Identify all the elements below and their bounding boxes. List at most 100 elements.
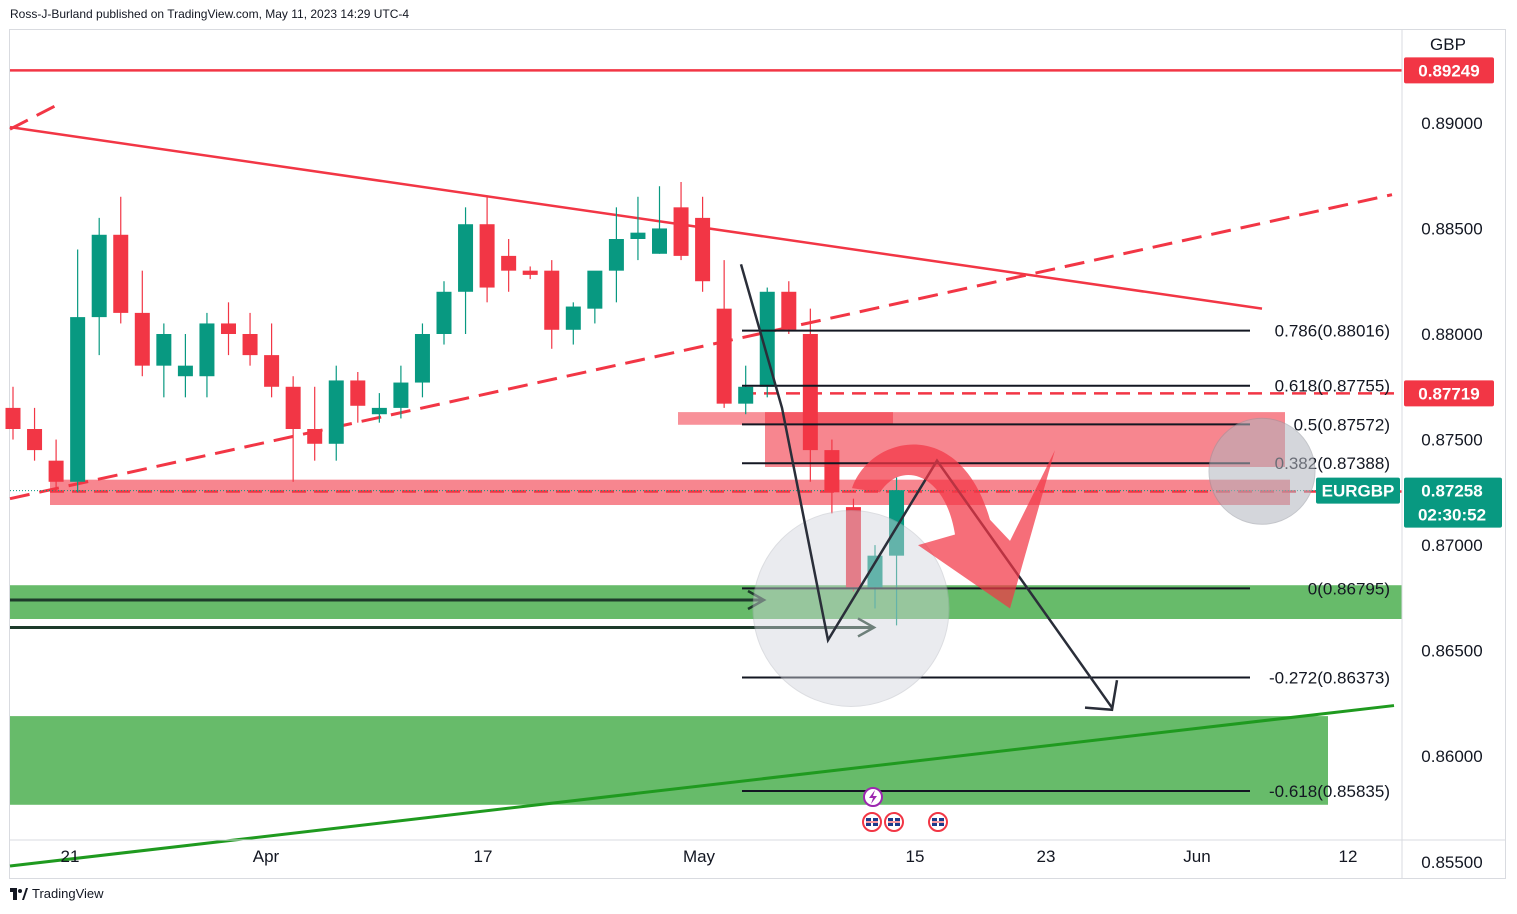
symbol-tag-text: EURGBP — [1322, 482, 1395, 501]
candle-body — [177, 365, 193, 377]
candle — [458, 207, 474, 334]
candle — [70, 249, 86, 493]
x-tick-label: Jun — [1183, 847, 1210, 866]
candle-body — [608, 239, 624, 271]
fib-label: 0.618(0.87755) — [1275, 377, 1390, 396]
currency-label: GBP — [1430, 35, 1466, 54]
countdown-text: 02:30:52 — [1418, 506, 1486, 525]
candle — [587, 270, 603, 324]
candle — [608, 207, 624, 303]
y-tick-label: 0.87000 — [1421, 536, 1482, 555]
candle — [199, 312, 215, 398]
candle — [759, 287, 775, 398]
candle-body — [587, 270, 603, 309]
support-zone-upper — [10, 585, 1402, 619]
current-price-tag: EURGBP 0.87258 02:30:52 — [1316, 477, 1502, 528]
x-tick-label: 21 — [61, 847, 80, 866]
candle — [156, 323, 172, 398]
candle-body — [242, 334, 258, 356]
candle — [27, 407, 43, 461]
x-tick-label: Apr — [253, 847, 280, 866]
candle — [565, 302, 581, 345]
y-tick-label: 0.86000 — [1421, 747, 1482, 766]
y-tick-label: 0.88500 — [1421, 219, 1482, 238]
fib-label: -0.272(0.86373) — [1269, 668, 1390, 687]
candle — [221, 302, 236, 356]
candle — [371, 393, 387, 423]
y-tick-label: 0.85500 — [1421, 853, 1482, 872]
highlight-circle-left — [752, 509, 950, 707]
candle — [436, 281, 452, 345]
candle — [824, 439, 840, 514]
ascending-dashed-trendline — [9, 193, 1393, 501]
symbol-tag-bg — [1316, 477, 1400, 504]
candle — [501, 239, 517, 292]
uk-flag-event-icon — [884, 812, 904, 832]
candle — [350, 372, 366, 423]
publisher-caption: Ross-J-Burland published on TradingView.… — [10, 7, 410, 21]
candle-body — [630, 232, 646, 239]
uk-flag-event-icon — [928, 812, 948, 832]
candle — [307, 386, 323, 461]
tradingview-logo-icon — [10, 887, 28, 900]
fib-label: -0.618(0.85835) — [1269, 782, 1390, 801]
candle-body — [673, 207, 689, 256]
upper-dashed-line — [9, 104, 56, 131]
ascending-support-trendline — [9, 704, 1395, 868]
candle — [242, 312, 258, 366]
support-arrowhead-1 — [747, 589, 767, 611]
x-tick-label: 17 — [474, 847, 493, 866]
candle — [695, 196, 711, 292]
candle-body — [371, 407, 387, 415]
current-price-bg — [1404, 477, 1502, 528]
x-tick-label: May — [683, 847, 716, 866]
candle — [264, 323, 280, 398]
candle-body — [824, 450, 840, 493]
candle — [781, 281, 797, 334]
candles-layer — [5, 182, 905, 626]
annotation-layer — [739, 263, 1316, 832]
candle — [5, 386, 21, 440]
resistance-zone-mid — [765, 412, 1285, 467]
axis-layer: GBP 0.85500 0.86000 0.86500 0.87000 0.87500 0.… — [10, 30, 1506, 878]
candle-body — [285, 386, 301, 429]
candle-body — [134, 312, 150, 366]
candle — [802, 308, 818, 482]
candle — [91, 217, 107, 356]
candle-body — [48, 460, 64, 482]
candle — [522, 266, 538, 280]
candle — [630, 196, 646, 261]
candle — [48, 439, 64, 493]
descending-trendline — [9, 125, 1263, 310]
price-tag-bg — [1404, 380, 1494, 407]
candle-body — [695, 217, 711, 282]
candle-body — [27, 429, 43, 451]
fib-label: 0(0.86795) — [1308, 579, 1390, 598]
y-tick-label: 0.86500 — [1421, 642, 1482, 661]
candle-body — [5, 407, 21, 429]
candle-body — [845, 507, 861, 588]
candle — [328, 365, 344, 461]
candle — [285, 376, 301, 482]
candle-body — [781, 291, 797, 330]
zones-layer — [10, 412, 1402, 805]
price-tag: 0.87719 — [1404, 380, 1494, 407]
candle-body — [264, 355, 280, 387]
lightning-event-glyph — [869, 790, 877, 804]
candle — [867, 545, 883, 609]
candle — [889, 477, 905, 626]
candle — [544, 260, 560, 349]
x-tick-label: 23 — [1037, 847, 1056, 866]
candle — [716, 260, 732, 408]
tradingview-brand[interactable]: TradingView — [10, 886, 104, 901]
candle — [393, 365, 409, 419]
candle — [414, 323, 430, 398]
price-tag: 0.89249 — [1404, 57, 1494, 84]
candle — [652, 186, 667, 254]
candle-body — [458, 224, 474, 292]
candle-body — [307, 429, 323, 444]
candle-body — [221, 323, 236, 334]
support-arrowhead-2 — [857, 617, 877, 638]
fib-label: 0.786(0.88016) — [1275, 322, 1390, 341]
